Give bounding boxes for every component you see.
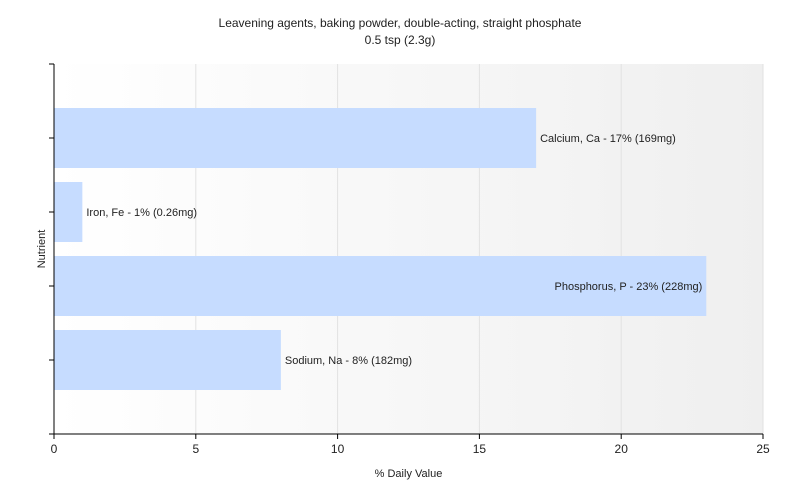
bar-label: Iron, Fe - 1% (0.26mg) xyxy=(86,207,197,219)
axes: 0 5 10 15 20 25 xyxy=(49,63,770,456)
x-tick-label: 15 xyxy=(473,442,487,456)
x-tick-label: 0 xyxy=(51,442,58,456)
bar-label: Phosphorus, P - 23% (228mg) xyxy=(555,281,703,293)
chart-subtitle: 0.5 tsp (2.3g) xyxy=(365,33,436,47)
x-tick-label: 25 xyxy=(756,442,770,456)
chart-title: Leavening agents, baking powder, double-… xyxy=(219,16,582,30)
bar xyxy=(54,108,537,168)
x-tick-label: 5 xyxy=(192,442,199,456)
bar-label: Sodium, Na - 8% (182mg) xyxy=(285,355,412,367)
x-axis-label: % Daily Value xyxy=(375,468,443,480)
y-axis-label: Nutrient xyxy=(36,230,48,269)
bar xyxy=(54,256,707,316)
bars: Calcium, Ca - 17% (169mg) Iron, Fe - 1% (… xyxy=(54,108,707,390)
bar xyxy=(54,330,281,390)
bar-label: Calcium, Ca - 17% (169mg) xyxy=(540,133,676,145)
x-tick-label: 10 xyxy=(331,442,345,456)
x-tick-label: 20 xyxy=(615,442,629,456)
bar xyxy=(54,182,83,242)
